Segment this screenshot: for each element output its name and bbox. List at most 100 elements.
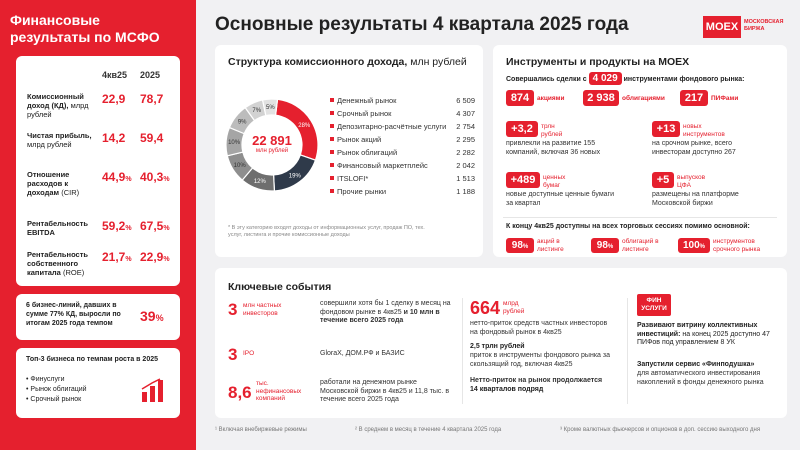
divider [503,217,777,218]
legend-value: 6 509 [456,96,475,105]
pif-label: ПИФами [711,95,739,102]
stat2-unit: новых инструментов [683,123,725,138]
deals-post: инструментами фондового рынка: [623,76,745,83]
s1-label: акций в листинге [537,238,564,253]
legend-label: Денежный рынок [337,96,397,105]
instruments-title: Инструменты и продукты на MOEX [506,56,690,68]
kpi-sublabel: млрд рублей [27,101,89,119]
s3-label: инструментов срочного рынка [713,238,761,253]
legend-swatch [330,98,334,102]
commission-title-unit: млн рублей [410,56,467,68]
kpi-sublabel: млрд рублей [27,140,72,149]
deals-value: 4 029 [588,72,622,85]
bizlines-card: 6 бизнес-линий, давших в сумме 77% КД, в… [16,294,180,340]
donut-slice-label: 9% [238,119,247,125]
kpi-unit: % [125,256,132,263]
divider [627,298,628,404]
m2-title: 2,5 трлн рублей [470,343,525,350]
legend-label: Депозитарно-расчётные услуги [337,122,447,131]
kpi-label: Рентабельность EBITDA [27,219,89,237]
legend-value: 4 307 [456,109,475,118]
kpi-value-q4: 14,2 [102,131,126,145]
m3-text: 14 кварталов подряд [470,386,544,393]
stat2-value: +13 [652,121,680,137]
commission-title: Структура комиссионного дохода, млн рубл… [228,56,467,68]
stat1-unit: трлн рублей [541,123,563,138]
r1-title: Развивают витрину коллективных инвестици… [637,322,758,338]
s3-unit: % [699,244,706,250]
top3-card: Топ-3 бизнеса по темпам роста в 2025 • Ф… [16,348,180,418]
legend-label: Рынок акций [337,135,382,144]
instruments-card [493,45,787,257]
top3-list: • Финуслуги • Рынок облигаций • Срочный … [26,375,87,405]
kpi-unit: % [163,225,170,232]
legend-value: 2 295 [456,135,475,144]
commission-note: * В эту категорию входят доходы от инфор… [228,225,425,238]
e1-text: совершили хотя бы 1 сделку в месяц на фо… [320,300,451,316]
kpi-value-year: 40,3 [140,170,164,184]
commission-card [215,45,483,257]
stat2-text: на срочном рынке, всего инвесторам досту… [652,140,736,156]
kpi-label: Рентабельность собственного капитала [27,250,89,277]
legend-value: 2 282 [456,148,475,157]
legend-swatch [330,150,334,154]
kpi-value-q4: 59,2 [102,219,126,233]
kpi-value-year: 78,7 [140,92,164,106]
pif-value: 217 [680,90,708,106]
donut-slice-label: 10% [234,163,247,169]
legend-label: Рынок облигаций [337,148,398,157]
stat4-text: размещены на платформе Московской биржи [652,191,739,207]
s3-value: 100 [682,240,700,251]
stat4-unit: выпусков ЦФА [677,174,706,189]
page-title: Основные результаты 4 квартала 2025 года [215,14,629,35]
finuslugi-logo-line: УСЛУГИ [641,305,667,312]
m1-unit: млрд рублей [503,300,525,315]
kpi-value-q4: 44,9 [102,170,126,184]
kpi-sublabel: (ROE) [62,268,85,277]
legend-label: ITSLOFI* [337,174,369,183]
kpi-label: Комиссионный доход (КД), [27,92,84,110]
donut-total: 22 891 [252,133,292,148]
stocks-label: акциями [537,95,565,102]
list-item: • Рынок облигаций [26,386,87,393]
legend-value: 2 754 [456,122,475,131]
donut-slice-label: 5% [266,105,275,111]
e2-unit: IPO [243,350,255,357]
kpi-value-year: 67,5 [140,219,164,233]
m3-title: Нетто-приток на рынок продолжается [470,377,603,384]
kpi-unit: % [163,176,170,183]
stat1-value: +3,2 [506,121,538,137]
kpi-label: Отношение расходов к доходам [27,170,70,197]
stat1-text: привлекли на развитие 155 компаний, вклю… [506,140,601,156]
kpi-value-year: 22,9 [140,250,164,264]
kpi-col-year: 2025 [140,70,161,80]
e1-value: 3 [228,300,238,319]
divider [462,298,463,404]
legend-label: Прочие рынки [337,187,387,196]
e1-unit: млн частных инвесторов [243,302,282,317]
e1-text2: и 10 млн в течение всего 2025 года [320,308,440,325]
events-title: Ключевые события [228,281,332,293]
kpi-label: Чистая прибыль, [27,131,92,140]
legend-value: 1 513 [456,174,475,183]
list-item: • Срочный рынок [26,396,82,403]
growth-chart-icon [141,378,163,402]
legend-swatch [330,137,334,141]
m1-value: 664 [470,298,501,318]
e3-unit: тыс. нефинансовых компаний [256,380,302,402]
bizlines-text: 6 бизнес-линий, давших в сумме 77% КД, в… [26,302,121,327]
r1-text: на конец 2025 доступно 47 ПИФов под упра… [637,330,770,347]
bonds-label: облигациями [622,95,665,102]
legend-swatch [330,111,334,115]
events-card [215,268,787,418]
r2-text: для автоматического инвестирования накоп… [637,370,764,386]
stat3-text: новые доступные ценные бумаги за квартал [506,191,615,207]
s1-unit: % [522,244,529,250]
list-item: • Финуслуги [26,376,65,383]
stat3-unit: ценных бумаг [543,174,566,189]
donut-slice-label: 7% [252,108,261,114]
moex-logo: MOEX МОСКОВСКАЯ БИРЖА [703,16,787,38]
bizlines-value: 39 [140,308,156,324]
kpi-unit: % [163,256,170,263]
stat4-value: +5 [652,172,674,188]
